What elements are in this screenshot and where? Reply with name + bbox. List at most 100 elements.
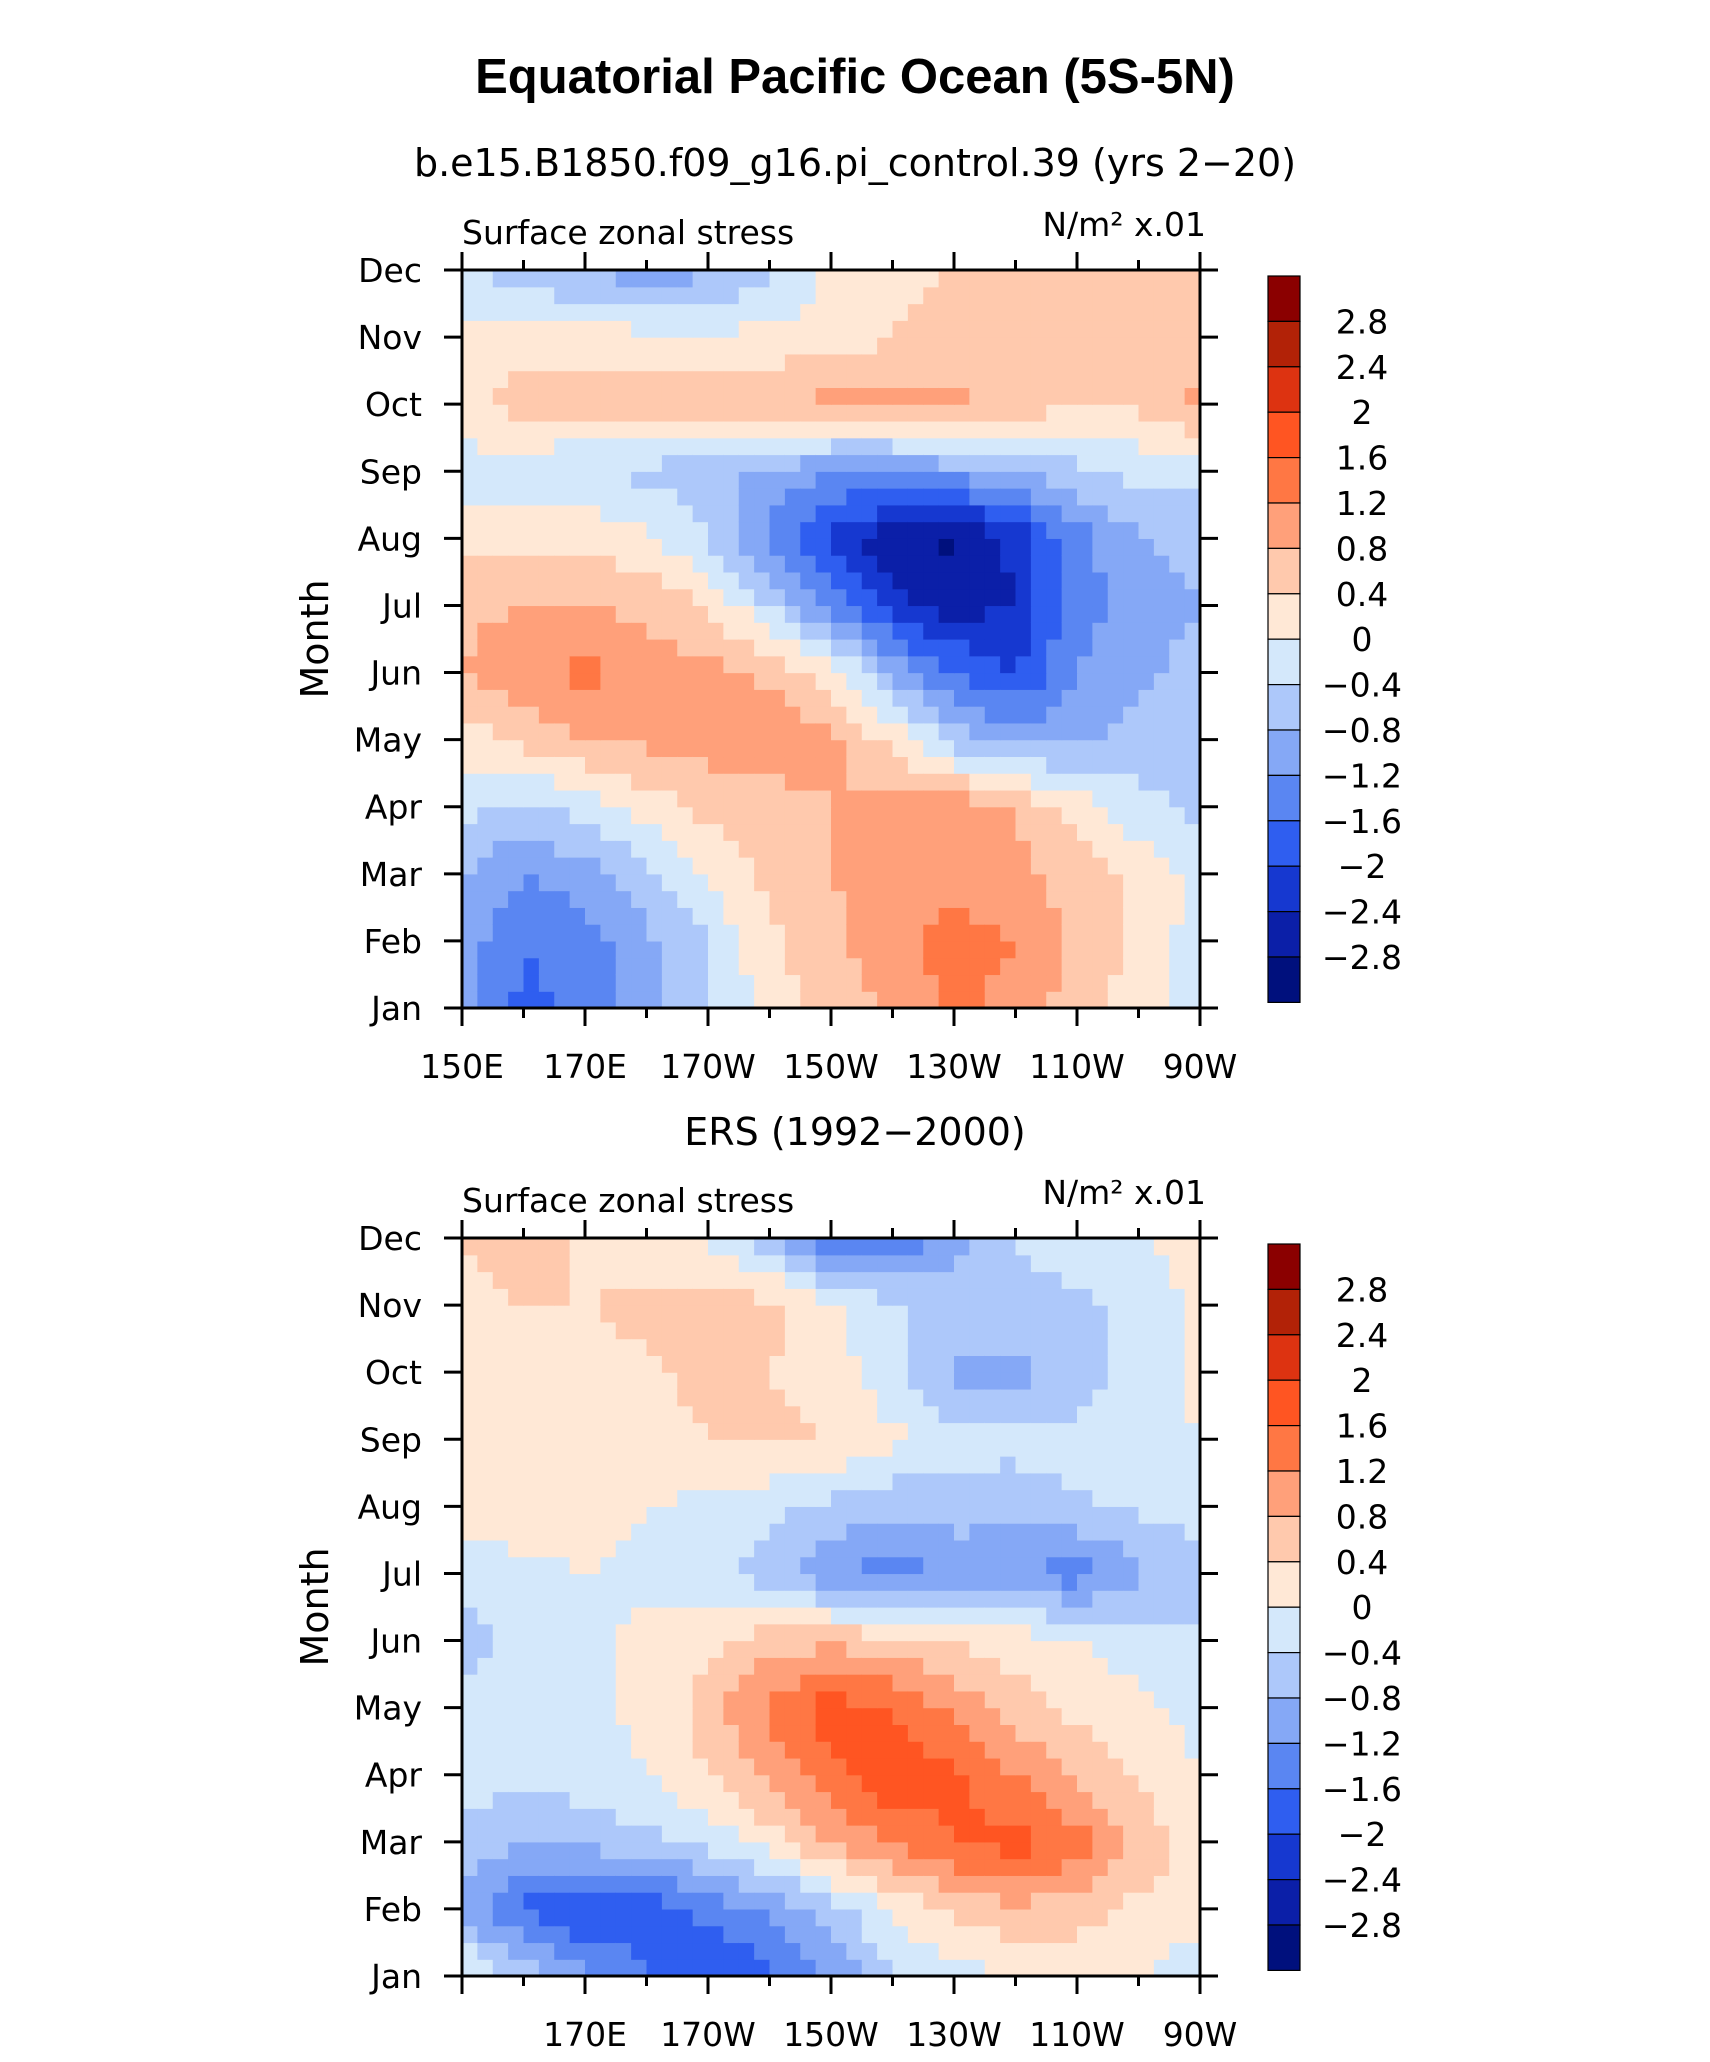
heat-cell <box>969 907 986 925</box>
heat-cell <box>1046 622 1063 640</box>
heat-cell <box>538 991 555 1009</box>
heat-cell <box>769 1556 786 1575</box>
heat-cell <box>831 873 847 892</box>
heat-cell <box>492 1388 509 1407</box>
heat-cell <box>938 1774 955 1793</box>
heat-cell <box>1138 1623 1155 1642</box>
heat-cell <box>1077 1875 1093 1893</box>
colorbar-label: 0 <box>1352 620 1373 659</box>
heat-cell <box>1046 303 1063 321</box>
heat-cell <box>523 974 540 992</box>
heat-cell <box>1077 387 1093 405</box>
heat-cell <box>600 1623 617 1642</box>
heat-cell <box>738 706 755 724</box>
heat-cell <box>907 1271 924 1289</box>
heat-cell <box>1138 303 1155 321</box>
heat-cell <box>877 1892 894 1910</box>
heat-cell <box>984 1456 1001 1474</box>
heat-cell <box>754 1892 771 1910</box>
heat-cell <box>969 706 986 724</box>
heat-cell <box>1169 1472 1186 1491</box>
heat-cell <box>554 353 571 372</box>
heat-cell <box>692 1892 709 1910</box>
heat-cell <box>815 823 832 841</box>
heat-cell <box>600 538 617 556</box>
heat-cell <box>477 1539 494 1558</box>
heat-cell <box>954 974 970 992</box>
heat-cell <box>954 1439 970 1457</box>
heat-cell <box>784 974 801 992</box>
heat-cell <box>477 454 494 472</box>
heat-cell <box>661 1489 678 1507</box>
heat-cell <box>600 337 617 355</box>
heat-cell <box>969 991 986 1009</box>
heat-cell <box>462 605 478 623</box>
heat-cell <box>646 1657 663 1675</box>
heat-cell <box>477 538 494 556</box>
heat-cell <box>784 1757 801 1776</box>
heat-cell <box>492 605 509 623</box>
heat-cell <box>554 1238 571 1256</box>
heat-cell <box>1046 1422 1063 1440</box>
heat-cell <box>877 286 894 305</box>
heat-cell <box>1184 337 1201 355</box>
heat-cell <box>477 1908 494 1927</box>
heat-cell <box>1169 991 1186 1009</box>
heat-cell <box>1092 789 1109 808</box>
heat-cell <box>846 1623 863 1642</box>
colorbar-swatch <box>1267 820 1301 867</box>
heat-cell <box>477 1472 494 1491</box>
heat-cell <box>892 1271 909 1289</box>
heat-cell <box>462 1523 478 1541</box>
heat-cell <box>969 1523 986 1541</box>
heat-cell <box>1153 370 1170 389</box>
heat-cell <box>1138 387 1155 405</box>
heat-cell <box>1061 1774 1078 1793</box>
heat-cell <box>1046 722 1063 741</box>
heat-cell <box>1123 1321 1140 1340</box>
heat-cell <box>738 1841 755 1860</box>
heat-cell <box>1046 1590 1063 1608</box>
heat-cell <box>646 1506 663 1524</box>
heat-cell <box>477 337 494 355</box>
heat-cell <box>462 337 478 355</box>
heat-cell <box>969 286 986 305</box>
heat-cell <box>754 857 771 875</box>
heat-cell <box>661 286 678 305</box>
heat-cell <box>677 689 694 707</box>
heat-cell <box>708 991 724 1009</box>
heat-cell <box>554 337 571 355</box>
heat-cell <box>615 1355 632 1373</box>
heat-cell <box>1169 1741 1186 1759</box>
heat-cell <box>585 1573 601 1591</box>
heat-cell <box>708 303 724 321</box>
heat-cell <box>938 1573 955 1591</box>
heat-cell <box>1015 1808 1032 1826</box>
heat-cell <box>800 1623 817 1642</box>
heat-cell <box>508 1607 525 1625</box>
heat-cell <box>738 1825 755 1843</box>
heat-cell <box>492 454 509 472</box>
heat-cell <box>508 689 525 707</box>
heat-cell <box>1107 672 1124 690</box>
heat-cell <box>677 437 694 456</box>
heat-cell <box>554 991 571 1009</box>
heat-cell <box>492 1523 509 1541</box>
heat-cell <box>769 471 786 489</box>
heat-cell <box>523 1757 540 1776</box>
colorbar-label: 2 <box>1352 1361 1373 1400</box>
heat-cell <box>1153 270 1170 288</box>
heat-cell <box>708 1254 724 1273</box>
heat-cell <box>769 1707 786 1726</box>
heat-cell <box>1184 588 1201 607</box>
heat-cell <box>1015 1439 1032 1457</box>
heat-cell <box>1138 1321 1155 1340</box>
heat-cell <box>585 789 601 808</box>
heat-cell <box>754 1238 771 1256</box>
heat-cell <box>661 1757 678 1776</box>
heat-cell <box>1030 370 1047 389</box>
heat-cell <box>1015 1892 1032 1910</box>
heat-cell <box>954 1472 970 1491</box>
heat-cell <box>661 1573 678 1591</box>
heat-cell <box>877 974 894 992</box>
